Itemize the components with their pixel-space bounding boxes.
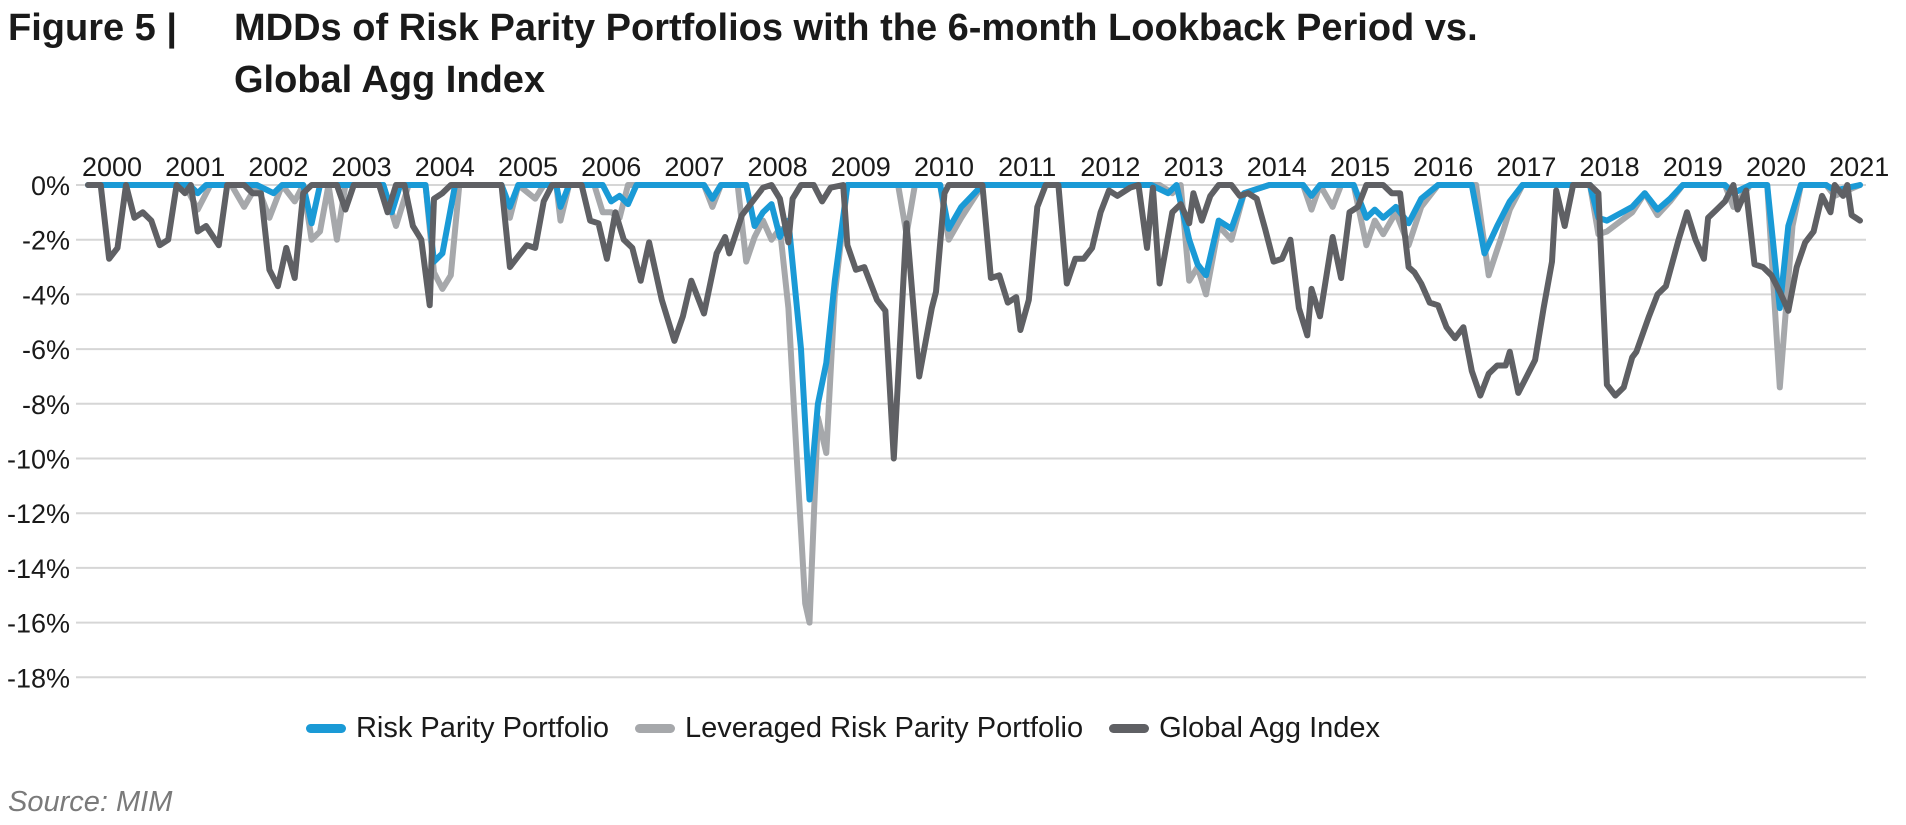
x-tick-label: 2018 [1580,152,1640,182]
series-line-global-agg-index [85,182,1863,462]
y-tick-label: -6% [22,335,70,365]
x-tick-label: 2012 [1080,152,1140,182]
x-tick-label: 2003 [332,152,392,182]
x-tick-label: 2017 [1496,152,1556,182]
x-tick-label: 2011 [998,152,1056,182]
gridlines [76,184,1866,679]
legend-item-leveraged-risk-parity: Leveraged Risk Parity Portfolio [634,712,1084,745]
series-line-risk-parity-portfolio [85,182,1863,503]
y-tick-label: -4% [22,280,70,310]
y-tick-label: -8% [22,390,70,420]
x-tick-label: 2002 [248,152,308,182]
legend-item-risk-parity: Risk Parity Portfolio [305,712,609,745]
x-tick-label: 2005 [498,152,558,182]
x-tick-label: 2001 [165,152,225,182]
y-tick-label: -16% [7,609,70,639]
figure-title: Figure 5 | MDDs of Risk Parity Portfolio… [8,2,1734,106]
x-tick-label: 2000 [82,152,142,182]
x-tick-label: 2008 [748,152,808,182]
chart-title-line1: MDDs of Risk Parity Portfolios with the … [234,7,1478,49]
x-tick-label: 2009 [831,152,891,182]
legend-item-global-agg: Global Agg Index [1109,712,1380,745]
y-tick-label: -10% [7,445,70,475]
x-tick-label: 2020 [1746,152,1806,182]
legend-swatch-global-agg [1109,724,1150,733]
y-tick-label: -18% [7,663,70,693]
legend-label: Leveraged Risk Parity Portfolio [684,712,1084,744]
drawdown-line-chart: 0%-2%-4%-6%-8%-10%-12%-14%-16%-18% 2000 2… [7,152,1889,693]
x-tick-label: 2007 [664,152,724,182]
y-axis-ticks: 0% -2% -4% -6% -8% -10% -12% -14% -16% -18% [7,171,70,693]
legend-swatch-risk-parity [305,724,346,733]
legend-swatch-leveraged-risk-parity [634,724,675,733]
x-tick-label: 2006 [581,152,641,182]
y-tick-label: -2% [22,226,70,256]
x-tick-label: 2004 [415,152,475,182]
x-tick-label: 2019 [1663,152,1723,182]
source-note: Source: MIM [8,786,173,818]
legend-label: Global Agg Index [1159,712,1381,744]
x-tick-label: 2014 [1247,152,1307,182]
x-tick-label: 2010 [914,152,974,182]
x-axis-ticks: 2000 2001 2002 2003 2004 2005 2006 2007 2008 2009… [82,152,1889,182]
figure-label: Figure 5 | [8,7,177,49]
x-tick-label: 2021 [1829,152,1889,182]
chart-title: MDDs of Risk Parity Portfolios with the … [234,2,1734,106]
x-tick-label: 2015 [1330,152,1390,182]
y-tick-label: -12% [7,499,70,529]
y-tick-label: 0% [31,171,70,201]
x-tick-label: 2016 [1413,152,1473,182]
x-tick-label: 2013 [1164,152,1224,182]
series-lines [85,182,1863,626]
legend: Risk Parity Portfolio Leveraged Risk Par… [0,712,1906,745]
legend-label: Risk Parity Portfolio [355,712,609,744]
y-tick-label: -14% [7,554,70,584]
chart-title-line2: Global Agg Index [234,59,546,101]
